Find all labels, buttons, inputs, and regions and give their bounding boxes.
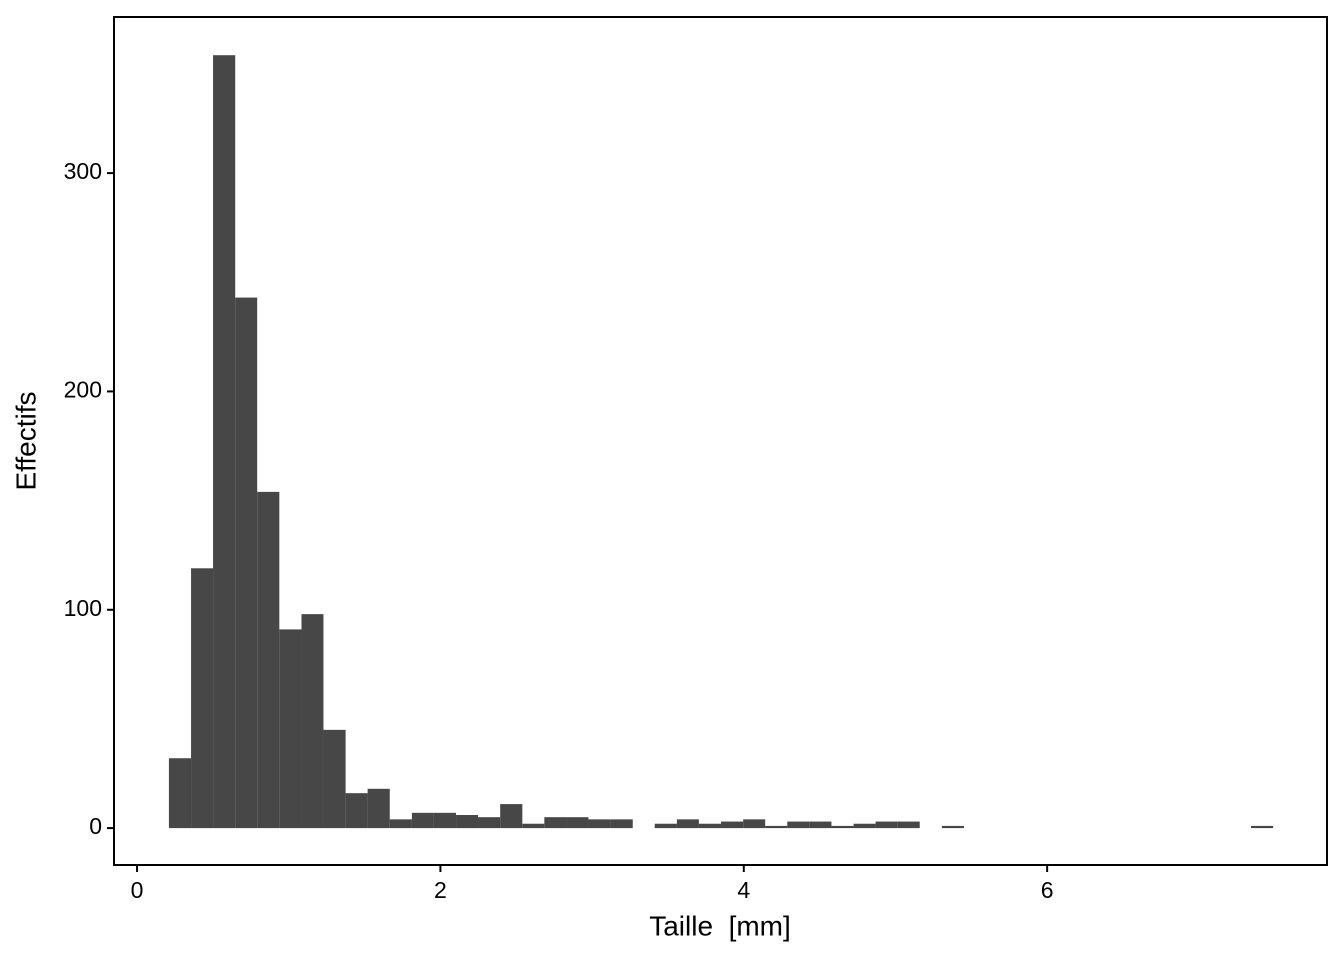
y-tick-label: 200 xyxy=(64,377,102,403)
panel-border xyxy=(113,16,1328,866)
bar xyxy=(323,729,346,829)
x-tick-label: 0 xyxy=(131,877,144,903)
x-tick-label: 6 xyxy=(1041,877,1054,903)
x-tick-label: 4 xyxy=(737,877,750,903)
bar xyxy=(433,812,457,829)
bar xyxy=(698,823,722,829)
bar xyxy=(897,821,920,829)
bar xyxy=(544,817,567,829)
bar xyxy=(721,821,744,829)
bar xyxy=(610,819,633,829)
bar xyxy=(676,819,699,829)
bar xyxy=(500,804,523,829)
bar xyxy=(168,758,192,829)
bar xyxy=(566,817,589,829)
bar xyxy=(411,812,434,829)
bar xyxy=(875,821,898,829)
bar xyxy=(1251,825,1274,829)
bar xyxy=(456,815,479,829)
y-tick-label: 100 xyxy=(64,595,102,621)
bar xyxy=(345,793,368,829)
bar xyxy=(478,817,501,829)
bar xyxy=(588,819,611,829)
x-axis-label: Taille [mm] xyxy=(649,910,791,941)
bar xyxy=(941,825,965,829)
bar xyxy=(213,55,236,829)
bar xyxy=(301,614,324,829)
bar xyxy=(765,825,788,829)
bar xyxy=(809,821,832,829)
bar xyxy=(853,823,876,829)
bar xyxy=(257,491,280,829)
bar xyxy=(522,823,545,829)
y-tick-label: 300 xyxy=(64,158,102,184)
bar xyxy=(389,819,412,829)
bar xyxy=(235,297,258,829)
bar xyxy=(191,568,214,829)
bar xyxy=(279,629,302,829)
bar xyxy=(367,788,390,829)
x-tick-label: 2 xyxy=(434,877,447,903)
y-axis-label: Effectifs xyxy=(10,391,41,490)
bar xyxy=(654,823,677,829)
bar xyxy=(743,819,766,829)
bar xyxy=(831,825,854,829)
y-tick-label: 0 xyxy=(89,813,102,839)
bar xyxy=(787,821,810,829)
